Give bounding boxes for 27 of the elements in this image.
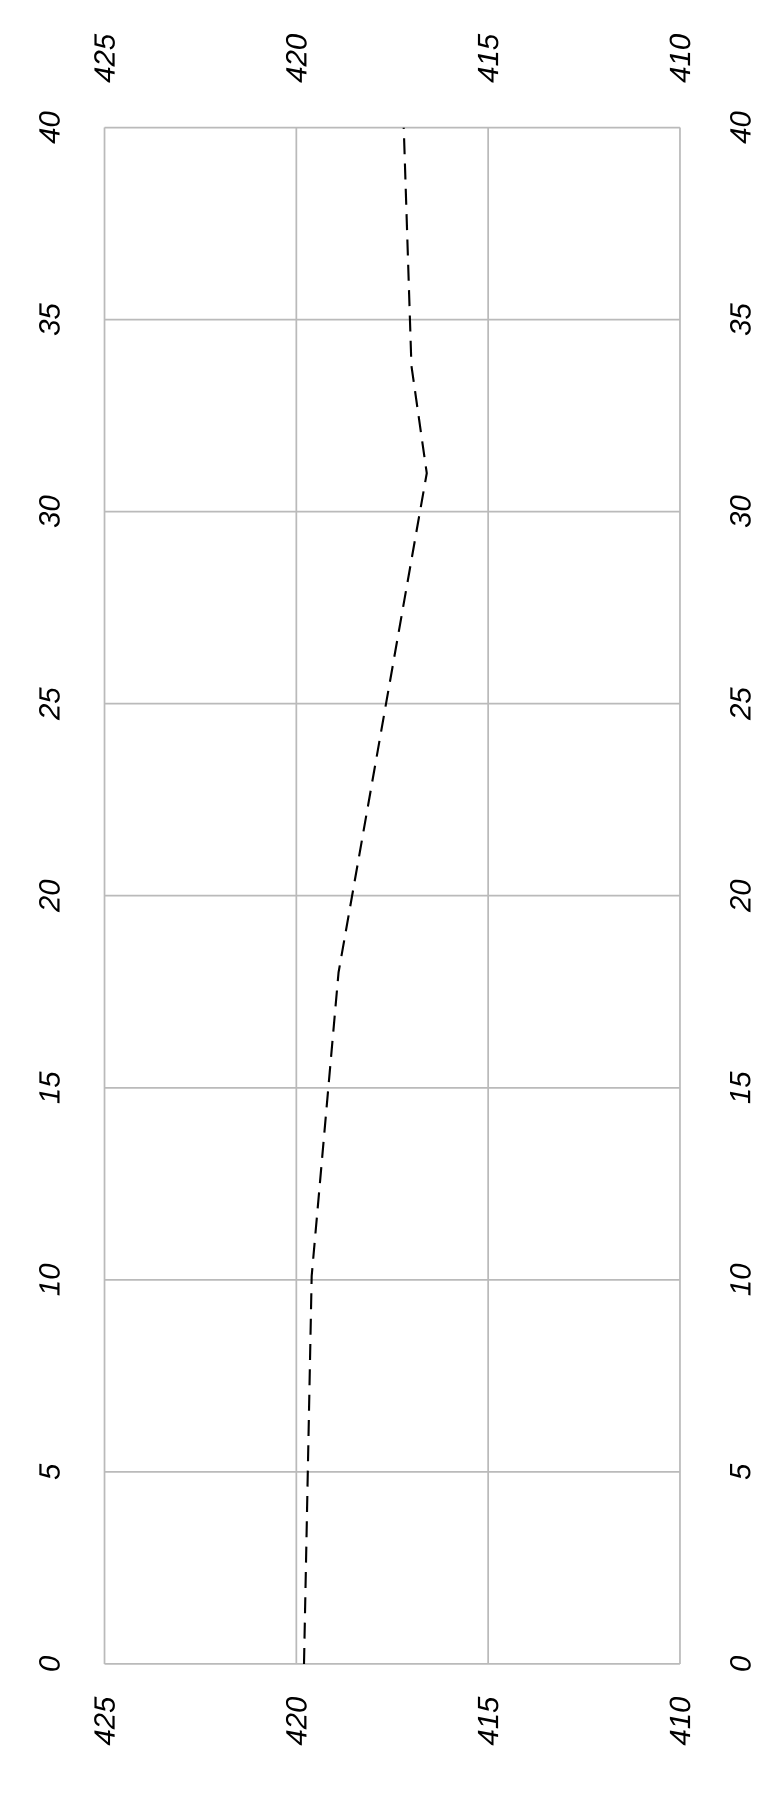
y2-tick-label: 5 (730, 1463, 751, 1480)
y2-tick-label: 0 (730, 1656, 751, 1671)
x2-tick-label: 420 (285, 34, 307, 83)
y-tick-label: 25 (39, 687, 60, 721)
y-tick-label: 20 (39, 879, 60, 913)
y2-tick-label: 10 (730, 1263, 751, 1296)
y2-tick-label: 20 (730, 879, 751, 913)
x2-tick-label: 410 (669, 34, 691, 83)
y2-tick-label: 25 (730, 687, 751, 721)
y-tick-label: 0 (39, 1656, 60, 1671)
x-tick-label: 425 (94, 1696, 115, 1746)
y-tick-label: 30 (39, 495, 60, 528)
line-series (302, 127, 428, 1664)
y-tick-label: 35 (39, 303, 60, 336)
y2-tick-label: 35 (730, 303, 751, 336)
y-tick-label: 10 (39, 1263, 60, 1296)
y-tick-label: 5 (39, 1463, 60, 1480)
y-tick-label: 40 (39, 111, 60, 144)
y2-tick-label: 40 (730, 111, 751, 144)
y2-tick-label: 30 (730, 495, 751, 528)
x2-tick-label: 425 (94, 33, 115, 83)
x-tick-label: 415 (477, 1696, 499, 1746)
x-tick-label: 420 (285, 1696, 307, 1746)
x2-tick-label: 415 (477, 33, 499, 83)
y-tick-label: 15 (39, 1071, 60, 1104)
x-tick-label: 410 (669, 1696, 691, 1746)
y2-tick-label: 15 (730, 1071, 751, 1104)
